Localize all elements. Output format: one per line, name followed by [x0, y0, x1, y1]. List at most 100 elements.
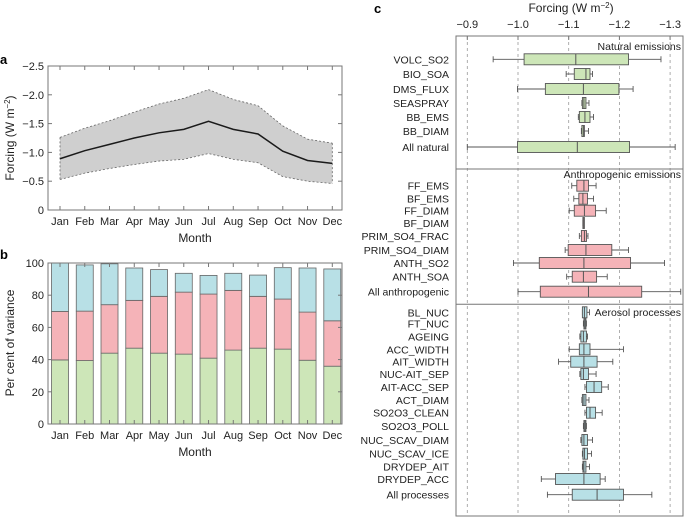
bar-natural-emissions [249, 347, 267, 425]
x-tick-label: Feb [75, 430, 94, 442]
row-label: BF_EMS [407, 194, 449, 206]
x-tick-label: −0.9 [456, 19, 478, 31]
y-tick-label: −1.5 [22, 119, 44, 131]
box-row: BB_EMS [406, 111, 594, 124]
bar-aerosol-processes [174, 272, 193, 293]
bar-natural-emissions [100, 352, 119, 425]
panel-a-frame [47, 65, 343, 211]
bar-natural-emissions [174, 353, 193, 425]
bar-aerosol-processes [125, 267, 144, 301]
x-tick-label: Jun [175, 216, 193, 228]
y-tick-label: 0 [38, 205, 44, 217]
bar-anthropogenic-emissions [249, 295, 267, 349]
panel-c-letter: c [374, 1, 381, 16]
box-row: ANTH_SO2 [394, 257, 665, 270]
bar-natural-emissions [298, 359, 317, 425]
box-row: AIT-ACC_SEP [381, 381, 609, 394]
y-tick-label: 0 [38, 419, 44, 431]
panel-c-frame [455, 35, 684, 517]
box-row: VOLC_SO2 [394, 53, 662, 66]
row-label: FF_EMS [408, 181, 449, 193]
row-label: All natural [402, 142, 449, 154]
row-label: NUC-AIT_SEP [380, 369, 449, 381]
box-row: All processes [387, 488, 653, 502]
mean-forcing-line [59, 120, 333, 165]
box-iqr [571, 488, 624, 501]
box-row: FT_NUC [408, 317, 587, 331]
row-label: SO2O3_POLL [381, 421, 449, 433]
row-label: ACT_DIAM [396, 395, 449, 407]
box-row: PRIM_SO4_FRAC [361, 230, 589, 243]
panel-c-title-sup: −2 [600, 1, 610, 10]
box-iqr [581, 434, 588, 446]
row-label: VOLC_SO2 [394, 54, 450, 66]
box-row: SEASPRAY [393, 97, 590, 110]
box-iqr [555, 473, 601, 485]
x-tick-label: −1.3 [659, 19, 681, 31]
box-iqr [573, 204, 597, 217]
panel-b-stacked-bar-chart: b Jan Feb Mar Apr May Jun Jul Aug Sep Oct Nov Dec 0 2… [0, 247, 343, 459]
x-tick-label: Apr [126, 430, 143, 442]
bar-aerosol-processes [199, 274, 218, 295]
bar-anthropogenic-emissions [199, 293, 218, 359]
panel-b-xlabel: Month [178, 445, 211, 459]
box-iqr [580, 368, 589, 380]
x-tick-label: −1.0 [507, 19, 529, 31]
y-tick-label: −2.5 [22, 61, 44, 73]
box-row: SO2O3_POLL [381, 420, 587, 433]
row-label: ACC_WIDTH [387, 344, 449, 356]
lower-bound-line [59, 153, 333, 184]
x-tick-label: Dec [323, 216, 343, 228]
panel-c-box-plot: c Forcing (W m−2) −0.9 −1.0 −1.1 −1.2 −1.3 Na… [361, 1, 684, 517]
box-row: BF_EMS [407, 192, 594, 206]
uncertainty-band [60, 89, 333, 184]
box-iqr [517, 141, 630, 153]
row-label: All anthropogenic [368, 287, 449, 299]
bar-natural-emissions [224, 349, 243, 425]
box-row: BIO_SOA [403, 68, 593, 81]
box-iqr [582, 460, 587, 473]
bar-natural-emissions [125, 347, 144, 425]
bar-natural-emissions [323, 365, 342, 425]
box-row: FF_EMS [408, 179, 597, 193]
x-tick-label: Sep [248, 430, 268, 442]
y-tick-label: −1.0 [22, 147, 44, 159]
box-row: DMS_FLUX [393, 83, 634, 96]
y-tick-label: −0.5 [22, 176, 44, 188]
x-tick-label: Oct [274, 430, 291, 442]
y-tick-label: 100 [26, 258, 44, 270]
row-label: DMS_FLUX [393, 84, 449, 96]
x-tick-label: Feb [75, 216, 94, 228]
row-label: FF_DIAM [404, 206, 449, 218]
x-tick-label: Nov [298, 430, 318, 442]
bar-anthropogenic-emissions [298, 311, 317, 361]
row-label: ANTH_SOA [392, 272, 449, 284]
panel-b-letter: b [0, 247, 8, 262]
bar-anthropogenic-emissions [273, 298, 292, 350]
panel-a-line-chart: a 0 −0.5 −1.0 −1.5 −2.0 −2.5 Jan Feb Mar Apr May Ju… [0, 52, 343, 245]
panel-b-plot-area: Jan Feb Mar Apr May Jun Jul Aug Sep Oct Nov Dec 0 20 4… [26, 258, 343, 442]
panel-c-title-close: ) [610, 1, 614, 15]
row-label: AIT_WIDTH [392, 357, 449, 369]
row-label: SEASPRAY [393, 98, 449, 110]
bar-aerosol-processes [75, 264, 94, 312]
bar-aerosol-processes [51, 262, 69, 312]
box-iqr [582, 447, 588, 460]
box-iqr [538, 257, 632, 269]
box-row: SO2O3_CLEAN [373, 406, 603, 420]
bar-aerosol-processes [298, 267, 317, 313]
x-tick-label: Apr [126, 216, 143, 228]
section-label: Anthropogenic emissions [564, 169, 681, 181]
row-label: ANTH_SO2 [394, 258, 450, 270]
bar-natural-emissions [75, 360, 94, 425]
bar-aerosol-processes [150, 269, 168, 297]
box-row: PRIM_SO4_DIAM [364, 244, 629, 257]
section-label: Natural emissions [598, 41, 681, 53]
bar-aerosol-processes [224, 272, 243, 291]
bar-natural-emissions [51, 359, 69, 425]
box-row: AGEING [408, 330, 588, 344]
bar-natural-emissions [150, 352, 168, 425]
row-label: PRIM_SO4_FRAC [361, 231, 449, 243]
panel-c-title: Forcing (W m−2) [528, 1, 613, 15]
box-iqr [576, 179, 589, 192]
